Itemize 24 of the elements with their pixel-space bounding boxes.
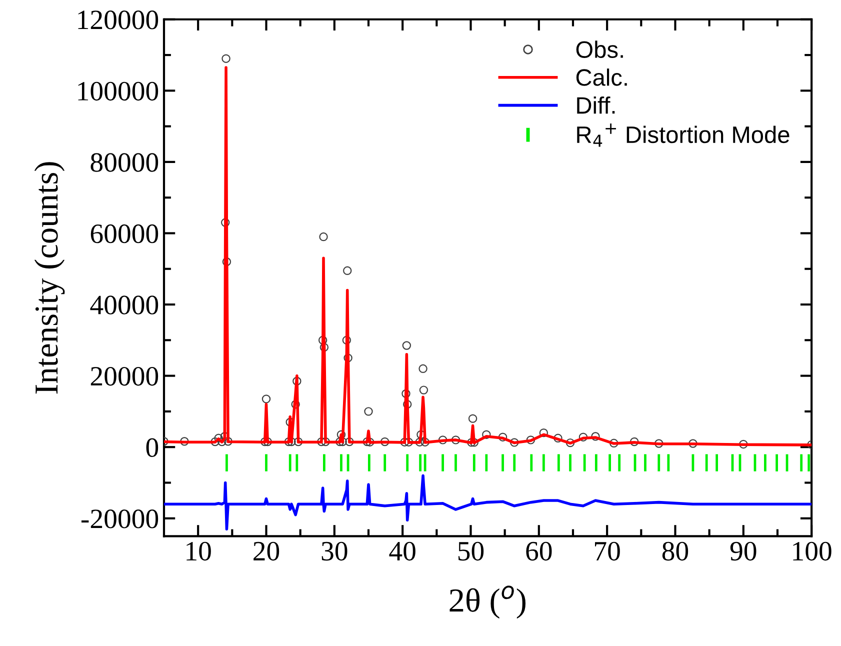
y-tick-label: 0 [146,438,158,457]
y-tick-label: 120000 [78,10,158,30]
legend-label: Calc. [576,68,627,86]
x-tick-label: 10 [186,542,211,561]
y-tick-label: 60000 [90,224,158,244]
y-tick-label: 80000 [90,153,158,172]
legend-label: Obs. [576,40,623,58]
x-tick-label: 80 [662,542,688,561]
y-tick-label: 20000 [90,366,158,386]
x-tick-label: 100 [793,542,832,561]
x-tick-label: 20 [254,542,280,561]
x-tick-label: 30 [322,542,348,561]
x-tick-label: 50 [458,542,484,561]
x-tick-label: 60 [526,542,552,561]
y-axis-title: Intensity (counts) [34,162,65,394]
legend-label: Diff. [577,96,615,114]
x-tick-label: 40 [389,542,416,561]
x-tick-label: 90 [730,542,756,561]
x-tick-label: 70 [595,542,620,561]
y-tick-label: 100000 [78,82,158,101]
x-axis-title: 2θ ($^{o}$) [450,586,526,619]
y-tick-label: -20000 [81,510,158,528]
legend-label: R$_{4}$$^{+}$ Distortion Mode [577,123,790,147]
y-tick-label: 40000 [90,296,158,314]
